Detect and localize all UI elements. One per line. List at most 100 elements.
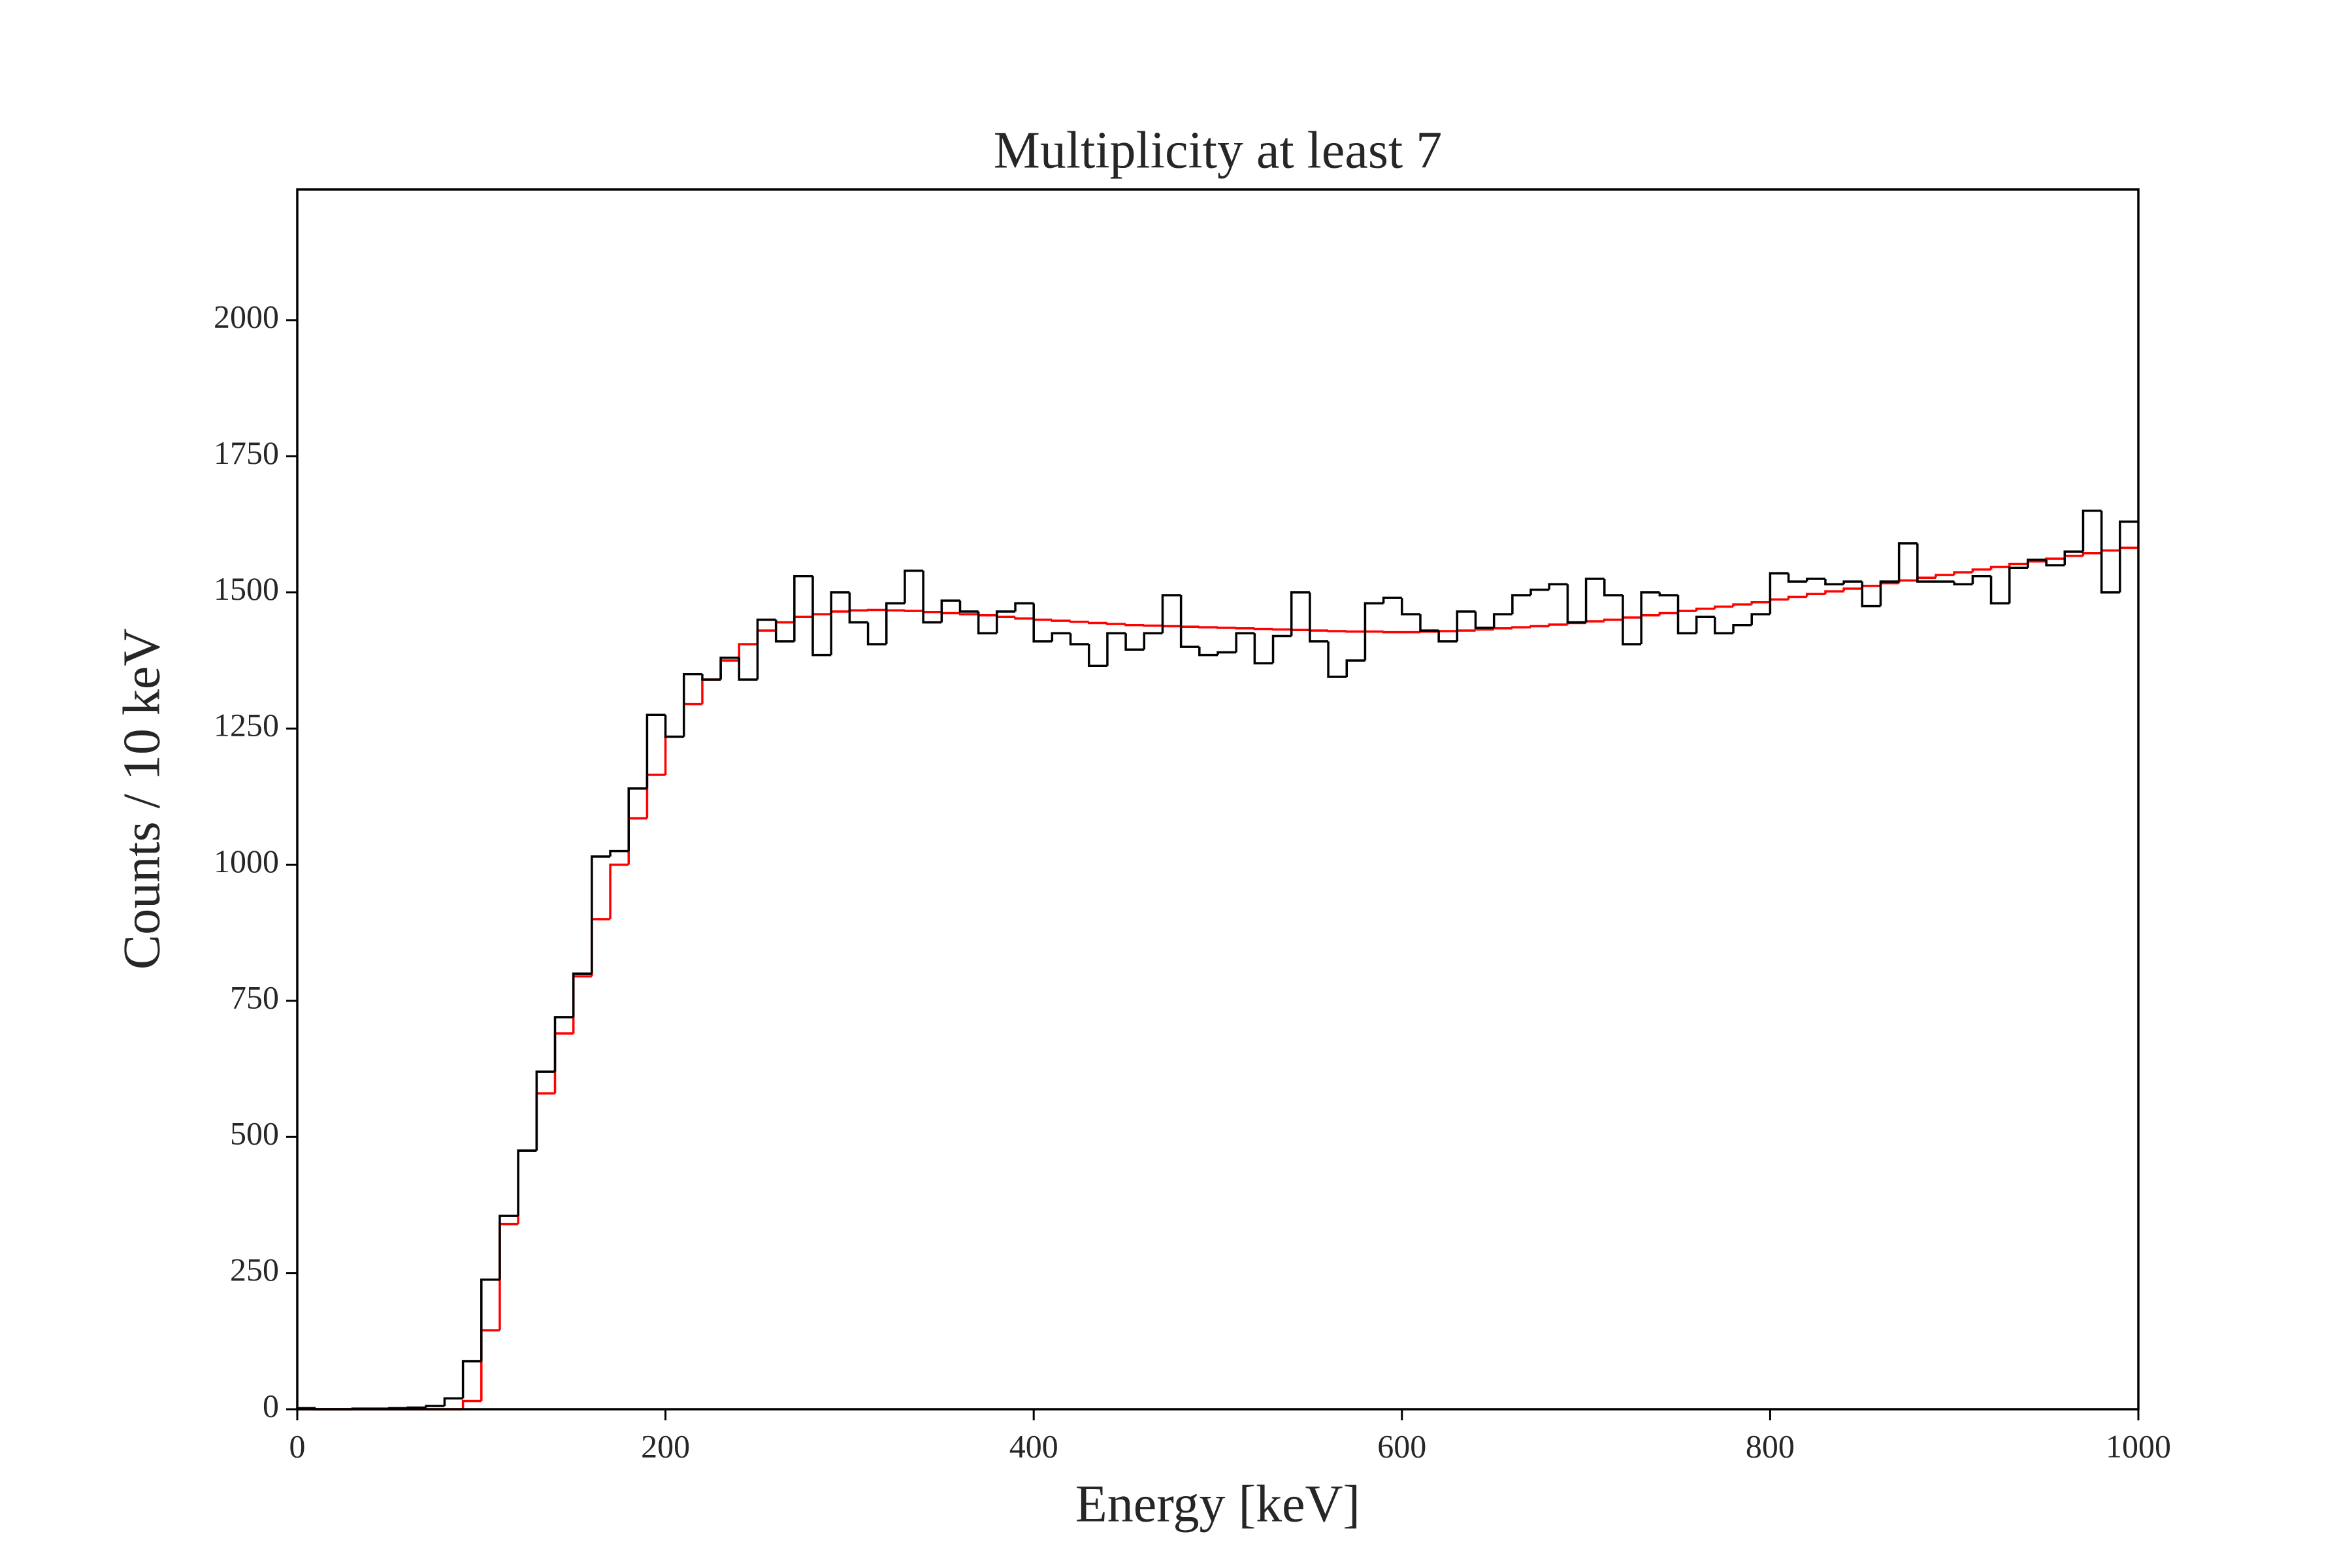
histogram-step bbox=[756, 618, 776, 680]
histogram-step bbox=[866, 622, 887, 645]
histogram-step bbox=[461, 1360, 482, 1399]
histogram-step bbox=[1179, 595, 1200, 648]
histogram-step bbox=[848, 609, 868, 612]
histogram-step bbox=[1971, 575, 1991, 585]
histogram-step bbox=[1732, 603, 1752, 607]
histogram-step bbox=[1106, 623, 1126, 625]
histogram-step bbox=[2045, 559, 2065, 566]
histogram-step bbox=[1989, 576, 2010, 605]
histogram-step bbox=[1419, 614, 1439, 632]
histogram-step bbox=[443, 1397, 463, 1406]
histogram-step bbox=[904, 610, 924, 612]
histogram-step bbox=[406, 1406, 427, 1409]
histogram-step bbox=[719, 657, 740, 680]
histogram-step bbox=[553, 1016, 574, 1072]
histogram-step bbox=[738, 657, 758, 681]
histogram-step bbox=[1327, 630, 1347, 632]
histogram-step bbox=[2082, 552, 2102, 556]
histogram-step bbox=[719, 659, 740, 680]
histogram-step bbox=[1622, 595, 1642, 645]
histogram-step bbox=[701, 674, 721, 681]
histogram-step bbox=[1069, 633, 1089, 645]
histogram-step bbox=[1309, 592, 1329, 643]
histogram-step bbox=[1492, 613, 1512, 628]
histogram-step bbox=[2063, 550, 2083, 566]
histogram-step bbox=[1161, 625, 1181, 628]
histogram-step bbox=[1437, 630, 1458, 632]
histogram-step bbox=[1492, 627, 1512, 630]
y-tick-label: 1500 bbox=[214, 570, 279, 607]
histogram-step bbox=[1658, 612, 1678, 615]
x-tick-label: 200 bbox=[641, 1428, 690, 1464]
histogram-step bbox=[498, 1215, 519, 1280]
histogram-step bbox=[1345, 659, 1365, 677]
histogram-step bbox=[2027, 559, 2047, 568]
histogram-step bbox=[1179, 625, 1200, 629]
histogram-step bbox=[1640, 614, 1660, 618]
histogram-step bbox=[1290, 591, 1310, 636]
histogram-step bbox=[996, 610, 1016, 634]
histogram-step bbox=[1603, 578, 1623, 596]
x-tick-label: 0 bbox=[289, 1428, 306, 1464]
histogram-step bbox=[1695, 608, 1715, 612]
histogram-step bbox=[1529, 625, 1550, 628]
histogram-step bbox=[1235, 627, 1255, 630]
histogram-step bbox=[1014, 617, 1034, 620]
histogram-step bbox=[609, 863, 629, 919]
histogram-step bbox=[904, 569, 924, 604]
histogram-step bbox=[2100, 510, 2120, 594]
histogram-step bbox=[811, 576, 832, 657]
histogram-step bbox=[2008, 566, 2028, 604]
histogram-step bbox=[1916, 576, 1936, 581]
histogram-step bbox=[1806, 578, 1825, 582]
histogram-step bbox=[1364, 602, 1384, 661]
histogram-step bbox=[1548, 583, 1568, 590]
histogram-step bbox=[1695, 615, 1715, 634]
histogram-step bbox=[1124, 633, 1145, 651]
histogram-step bbox=[591, 918, 611, 977]
histogram-step bbox=[1198, 647, 1218, 657]
histogram-step bbox=[848, 592, 868, 624]
histogram-step bbox=[1989, 565, 2010, 570]
histogram-step bbox=[664, 735, 684, 775]
histogram-step bbox=[480, 1329, 500, 1401]
histogram-step bbox=[1032, 603, 1053, 643]
histogram-step bbox=[830, 610, 850, 615]
histogram-step bbox=[793, 615, 813, 623]
histogram-step bbox=[1971, 568, 1991, 572]
chart-title: Multiplicity at least 7 bbox=[994, 122, 1443, 179]
histogram-step bbox=[683, 702, 702, 737]
histogram-step bbox=[2082, 510, 2102, 552]
histogram-step bbox=[1106, 632, 1126, 666]
histogram-step bbox=[1161, 594, 1181, 634]
histogram-step bbox=[1087, 644, 1107, 668]
histogram-step bbox=[1769, 572, 1789, 615]
histogram-step bbox=[1824, 590, 1844, 595]
y-tick-label: 1250 bbox=[214, 707, 279, 743]
histogram-step bbox=[2100, 549, 2120, 553]
y-tick-label: 2000 bbox=[214, 299, 279, 335]
y-tick-label: 250 bbox=[230, 1251, 279, 1288]
histogram-step bbox=[922, 570, 942, 624]
histogram-step bbox=[1897, 542, 1918, 582]
histogram-step bbox=[922, 611, 942, 613]
histogram-step bbox=[1732, 624, 1752, 634]
histogram-step bbox=[498, 1222, 519, 1331]
histogram-step bbox=[1511, 594, 1531, 615]
histogram-step bbox=[645, 713, 666, 789]
histogram-step bbox=[1382, 596, 1402, 604]
histogram-step bbox=[1345, 630, 1365, 633]
histogram-step bbox=[1676, 610, 1697, 613]
histogram-step bbox=[1437, 630, 1458, 643]
histogram-step bbox=[1327, 641, 1347, 678]
y-tick-label: 750 bbox=[230, 979, 279, 1015]
histogram-step bbox=[572, 972, 592, 1017]
y-tick-label: 0 bbox=[263, 1387, 279, 1424]
x-tick-label: 400 bbox=[1009, 1428, 1058, 1464]
histogram-step bbox=[1897, 579, 1918, 583]
histogram-step bbox=[1566, 584, 1586, 624]
histogram-step bbox=[940, 599, 960, 623]
histogram-step bbox=[609, 849, 629, 857]
histogram-step bbox=[2119, 520, 2138, 593]
